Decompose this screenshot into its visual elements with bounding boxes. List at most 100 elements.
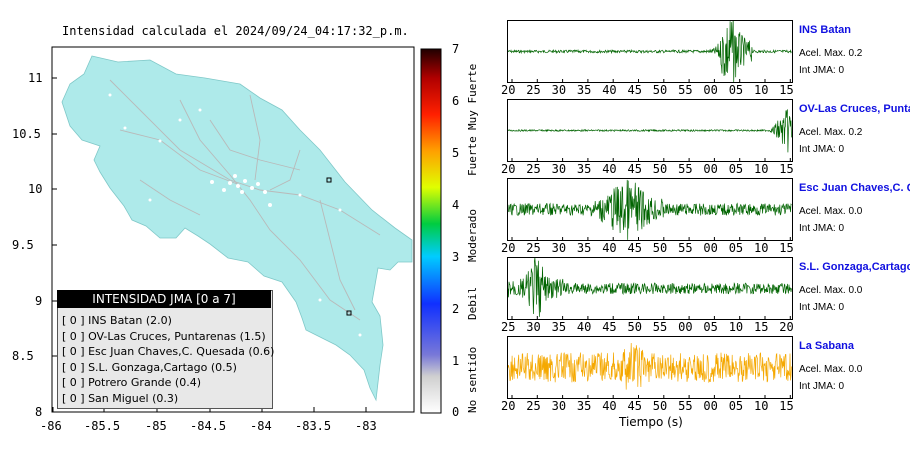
legend-item: [ 0 ] Esc Juan Chaves,C. Quesada (0.6) <box>62 345 275 358</box>
time-tick-label: 50 <box>652 241 668 255</box>
waveform-signal <box>507 108 792 153</box>
station-jma-intensity: Int JMA: 0 <box>799 65 845 76</box>
waveform-trace-box <box>507 257 793 320</box>
time-tick-label: 45 <box>602 320 617 334</box>
time-tick-label: 50 <box>652 162 668 176</box>
time-tick-label: 00 <box>678 320 693 334</box>
waveform-signal <box>507 342 792 390</box>
time-tick-label: 30 <box>551 399 567 413</box>
legend-item: [ 0 ] S.L. Gonzaga,Cartago (0.5) <box>62 361 237 374</box>
time-tick-label: 20 <box>501 162 516 176</box>
station-name: INS Batan <box>799 24 851 36</box>
time-tick-label: 25 <box>501 320 516 334</box>
lon-tick-label: -83 <box>355 419 377 433</box>
colorbar-value: 1 <box>452 354 460 368</box>
station-jma-intensity: Int JMA: 0 <box>799 381 845 392</box>
time-tick-label: 05 <box>728 399 744 413</box>
time-tick-label: 05 <box>703 320 718 334</box>
station-name: La Sabana <box>799 340 855 352</box>
legend-item: [ 0 ] OV-Las Cruces, Puntarenas (1.5) <box>62 330 266 343</box>
time-tick-label: 40 <box>602 83 617 97</box>
intensity-legend <box>57 290 273 409</box>
colorbar-value: 0 <box>452 405 460 419</box>
time-tick-label: 25 <box>526 83 541 97</box>
intensity-colorbar <box>420 48 442 414</box>
time-tick-label: 20 <box>501 83 516 97</box>
station-name: OV-Las Cruces, Puntar <box>799 103 910 115</box>
time-tick-label: 40 <box>576 320 592 334</box>
time-tick-label: 15 <box>779 399 794 413</box>
time-tick-label: 15 <box>779 241 794 255</box>
time-tick-label: 10 <box>754 162 769 176</box>
time-tick-label: 10 <box>754 399 769 413</box>
waveform-trace <box>507 342 792 398</box>
waveform-trace-box <box>507 99 793 162</box>
time-tick-label: 55 <box>678 399 693 413</box>
time-tick-label: 30 <box>551 162 567 176</box>
time-tick-label: 05 <box>728 162 744 176</box>
station-name: S.L. Gonzaga,Cartago <box>799 261 910 273</box>
time-tick-label: 10 <box>754 241 769 255</box>
time-tick-label: 50 <box>652 399 668 413</box>
lat-tick-label: 10.5 <box>12 127 41 141</box>
time-tick-label: 30 <box>551 83 567 97</box>
time-tick-label: 40 <box>602 162 617 176</box>
colorbar-category: Debil <box>466 286 479 320</box>
time-tick-label: 00 <box>703 399 718 413</box>
colorbar-value: 2 <box>452 302 460 316</box>
time-tick-label: 25 <box>526 399 541 413</box>
time-tick-label: 10 <box>754 83 769 97</box>
time-tick-label: 55 <box>678 83 693 97</box>
road-network <box>109 79 381 321</box>
time-tick-label: 05 <box>728 241 744 255</box>
time-tick-label: 45 <box>627 162 642 176</box>
x-axis-label: Tiempo (s) <box>619 415 683 429</box>
legend-item: [ 0 ] INS Batan (2.0) <box>62 314 172 327</box>
station-max-accel: Acel. Max. 0.0 <box>799 364 863 375</box>
colorbar-value: 6 <box>452 94 460 108</box>
lat-tick-label: 8 <box>35 405 43 419</box>
time-tick-label: 55 <box>678 162 693 176</box>
time-tick-label: 30 <box>526 320 541 334</box>
time-tick-label: 25 <box>526 241 541 255</box>
time-tick-label: 55 <box>652 320 668 334</box>
lon-tick-label: -86 <box>40 419 62 433</box>
time-tick-label: 15 <box>754 320 769 334</box>
station-max-accel: Acel. Max. 0.2 <box>799 48 863 59</box>
time-tick-label: 50 <box>627 320 642 334</box>
time-tick-label: 40 <box>602 399 617 413</box>
lon-tick-label: -85.5 <box>84 419 121 433</box>
waveform-signal <box>507 17 792 83</box>
time-tick-label: 55 <box>678 241 693 255</box>
station-jma-intensity: Int JMA: 0 <box>799 144 845 155</box>
time-tick-label: 30 <box>551 241 567 255</box>
station-max-accel: Acel. Max. 0.0 <box>799 206 863 217</box>
waveform-trace <box>507 179 792 240</box>
legend-title: INTENSIDAD JMA [0 a 7] <box>57 290 271 308</box>
waveform-trace-box <box>507 17 793 83</box>
time-tick-label: 05 <box>728 83 744 97</box>
costa-rica-landmass <box>61 55 413 402</box>
time-tick-label: 45 <box>627 83 642 97</box>
station-jma-intensity: Int JMA: 0 <box>799 302 845 313</box>
time-tick-label: 45 <box>627 241 642 255</box>
town-markers <box>108 93 362 337</box>
lat-tick-label: 10 <box>28 182 43 196</box>
station-max-accel: Acel. Max. 0.2 <box>799 127 863 138</box>
time-tick-label: 10 <box>728 320 744 334</box>
lon-tick-label: -84 <box>250 419 272 433</box>
station-max-accel: Acel. Max. 0.0 <box>799 285 863 296</box>
station-marker <box>326 177 332 183</box>
station-marker <box>346 310 352 316</box>
lat-tick-label: 8.5 <box>12 349 34 363</box>
time-tick-label: 35 <box>551 320 567 334</box>
colorbar-value: 7 <box>452 42 460 56</box>
time-tick-label: 50 <box>652 83 668 97</box>
time-tick-label: 15 <box>779 83 794 97</box>
waveform-trace <box>507 257 792 319</box>
time-tick-label: 25 <box>526 162 541 176</box>
waveform-trace <box>507 17 792 83</box>
lat-tick-label: 9 <box>35 294 43 308</box>
waveform-trace-box <box>507 336 793 399</box>
colorbar-category: Fuerte <box>466 136 479 176</box>
